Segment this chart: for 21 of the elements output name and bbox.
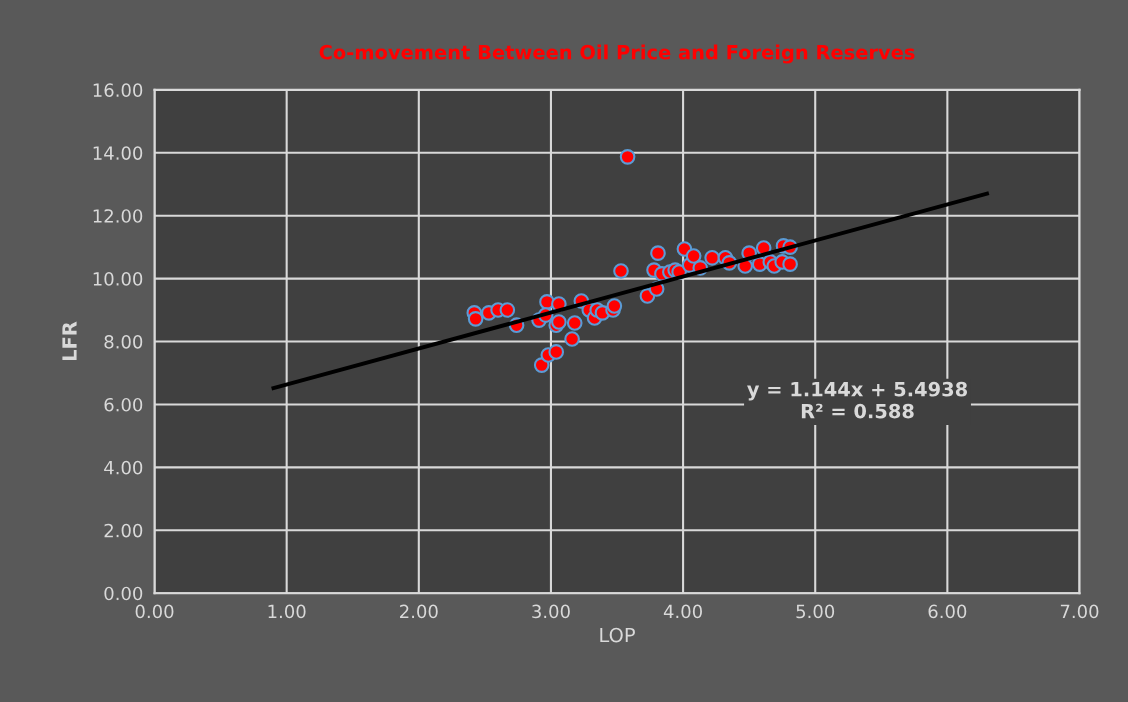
- annotation: y = 1.144x + 5.4938 R² = 0.588: [747, 381, 968, 419]
- x-tick-label: 0.00: [135, 604, 174, 619]
- x-tick-label: 2.00: [400, 604, 438, 619]
- x-tick-label: 7.00: [1060, 604, 1099, 619]
- y-tick-label: 2.00: [104, 523, 143, 538]
- y-tick-label: 8.00: [104, 334, 143, 349]
- y-tick-label: 4.00: [104, 460, 143, 475]
- y-tick-label: 12.00: [93, 209, 143, 223]
- y-axis-title: LFR: [62, 321, 77, 361]
- x-tick-label: 5.00: [796, 604, 835, 619]
- y-tick-label: 0.00: [104, 586, 143, 601]
- y-tick-label: 16.00: [93, 83, 143, 97]
- y-tick-label: 10.00: [93, 272, 143, 286]
- x-tick-label: 4.00: [663, 604, 702, 619]
- y-tick-label: 6.00: [104, 397, 143, 412]
- x-tick-label: 1.00: [268, 604, 306, 619]
- y-tick-label: 14.00: [93, 146, 143, 160]
- x-axis-title: LOP: [600, 627, 635, 643]
- x-tick-label: 3.00: [532, 604, 570, 619]
- x-tick-label: 6.00: [928, 604, 967, 619]
- chart-title: Co-movement Between Oil Price and Foreign Reserves: [319, 44, 915, 64]
